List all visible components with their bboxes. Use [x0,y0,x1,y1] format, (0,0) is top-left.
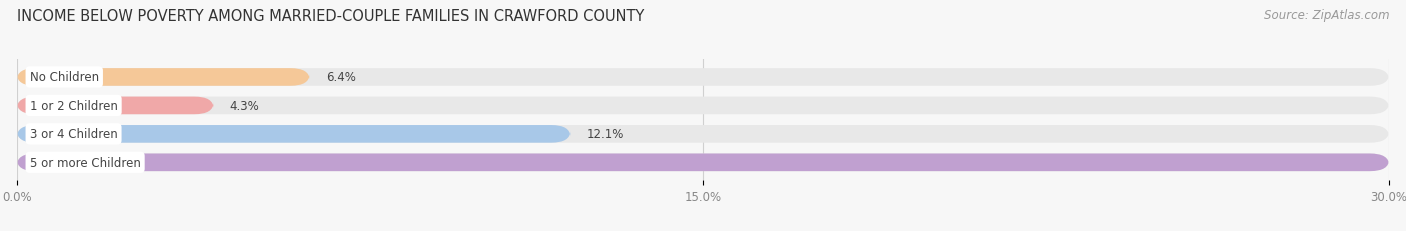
FancyBboxPatch shape [17,125,1389,143]
Text: Source: ZipAtlas.com: Source: ZipAtlas.com [1264,9,1389,22]
Text: 4.3%: 4.3% [229,100,259,112]
Text: 1 or 2 Children: 1 or 2 Children [30,100,118,112]
FancyBboxPatch shape [17,69,309,86]
FancyBboxPatch shape [17,125,571,143]
Text: 12.1%: 12.1% [586,128,624,141]
Text: 3 or 4 Children: 3 or 4 Children [30,128,118,141]
FancyBboxPatch shape [17,154,1389,171]
Text: No Children: No Children [30,71,98,84]
FancyBboxPatch shape [17,97,214,115]
Text: 5 or more Children: 5 or more Children [30,156,141,169]
FancyBboxPatch shape [17,97,1389,115]
FancyBboxPatch shape [17,69,1389,86]
Text: 6.4%: 6.4% [326,71,356,84]
FancyBboxPatch shape [17,154,1389,171]
Text: INCOME BELOW POVERTY AMONG MARRIED-COUPLE FAMILIES IN CRAWFORD COUNTY: INCOME BELOW POVERTY AMONG MARRIED-COUPL… [17,9,644,24]
